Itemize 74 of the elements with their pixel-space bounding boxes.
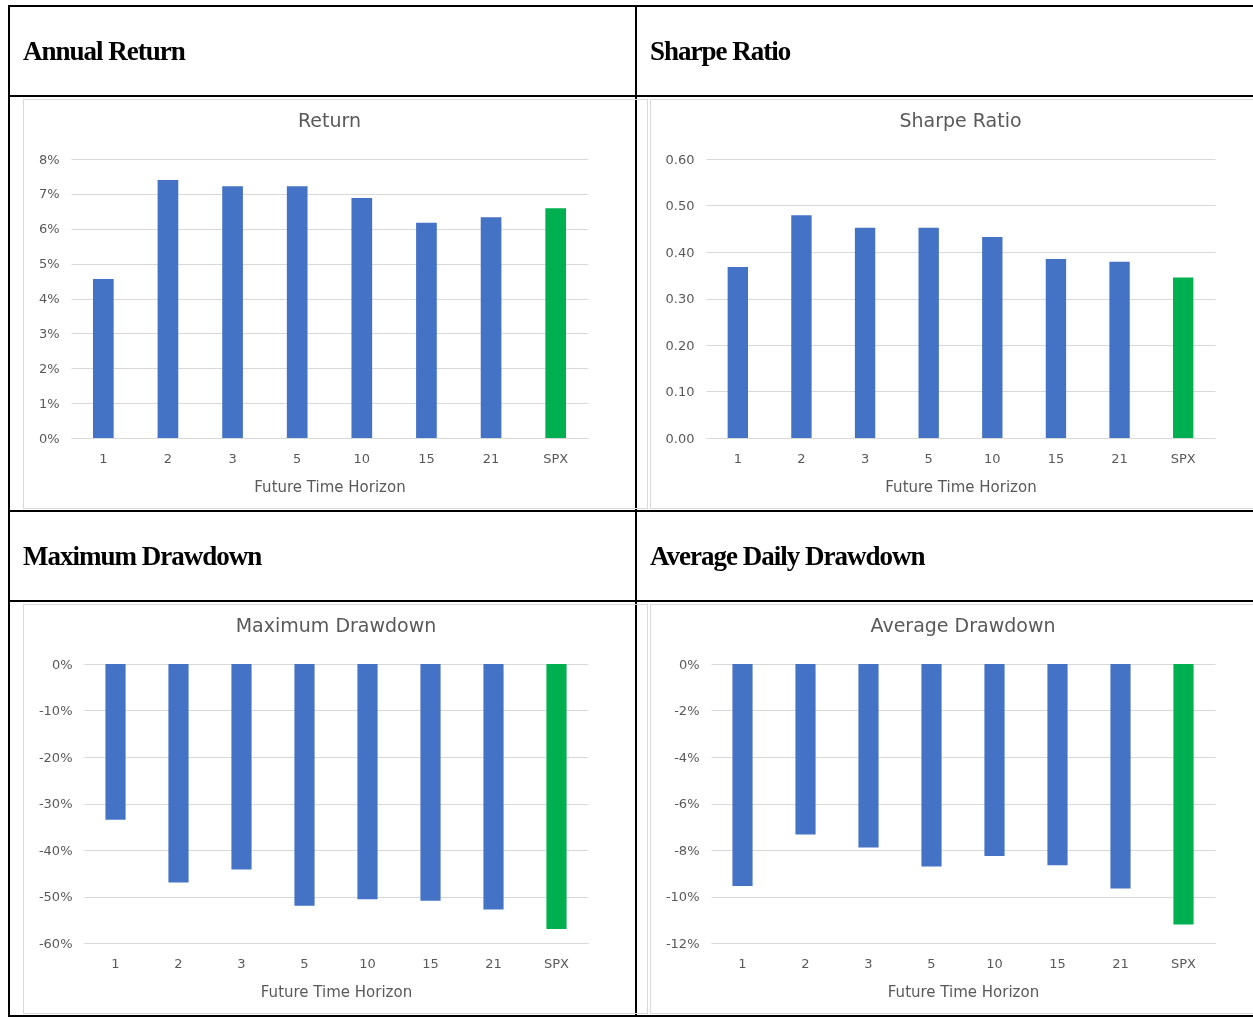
x-tick-label: 3 <box>237 955 246 971</box>
x-tick-label: 2 <box>801 955 810 971</box>
y-tick-label: 0.30 <box>665 291 695 306</box>
x-tick-label: 10 <box>359 955 376 971</box>
y-tick-label: -30% <box>38 796 73 811</box>
x-tick-label: 21 <box>1112 955 1129 971</box>
x-tick-label: SPX <box>544 955 570 971</box>
x-tick-label: 1 <box>733 450 742 466</box>
chart-subtitle: Maximum Drawdown <box>235 614 437 636</box>
y-tick-label: 2% <box>38 360 60 376</box>
x-tick-label: 10 <box>353 450 371 466</box>
x-axis-title: Future Time Horizon <box>260 982 413 1001</box>
x-tick-label: 2 <box>797 450 806 466</box>
y-tick-label: 0% <box>51 656 73 672</box>
x-tick-label: 15 <box>1047 450 1065 466</box>
x-tick-label: 3 <box>864 955 873 971</box>
x-tick-label: 5 <box>293 450 302 466</box>
y-tick-label: 5% <box>38 256 60 272</box>
x-tick-label: 15 <box>1049 955 1066 971</box>
y-tick-label: 6% <box>38 221 60 237</box>
y-tick-label: 0.60 <box>665 151 695 167</box>
x-tick-label: 21 <box>1111 450 1128 466</box>
y-tick-label: -12% <box>665 935 700 951</box>
y-tick-label: 0% <box>38 430 60 446</box>
y-tick-label: 0.40 <box>665 244 695 260</box>
x-tick-label: 15 <box>422 955 439 971</box>
y-tick-label: -60% <box>38 935 73 951</box>
y-tick-label: 0% <box>678 656 700 672</box>
x-tick-label: 5 <box>927 955 936 971</box>
y-tick-label: 0.20 <box>665 337 695 353</box>
x-tick-label: 5 <box>300 955 309 971</box>
y-tick-label: 0.10 <box>665 384 695 399</box>
x-tick-label: 1 <box>111 955 120 971</box>
x-tick-label: 10 <box>984 450 1001 466</box>
chart-subtitle: Sharpe Ratio <box>899 109 1022 131</box>
y-tick-label: -6% <box>674 796 700 811</box>
chart-subtitle: Return <box>297 109 362 131</box>
chart-title: Average Daily Drawdown <box>637 512 1253 602</box>
chart-title: Sharpe Ratio <box>637 7 1253 97</box>
y-tick-label: -20% <box>38 749 73 765</box>
y-tick-label: -10% <box>665 889 700 904</box>
y-tick-label: 0.50 <box>665 198 695 213</box>
chart-title: Annual Return <box>10 7 635 97</box>
y-tick-label: 3% <box>38 325 60 341</box>
x-axis-title: Future Time Horizon <box>254 477 406 496</box>
x-axis-title: Future Time Horizon <box>887 982 1040 1001</box>
y-tick-label: -10% <box>38 703 73 718</box>
y-tick-label: -4% <box>674 749 700 765</box>
x-tick-label: 21 <box>482 450 500 466</box>
x-tick-label: SPX <box>1170 450 1196 466</box>
y-tick-label: 1% <box>38 395 60 411</box>
x-tick-label: 3 <box>860 450 870 466</box>
x-tick-label: 15 <box>418 450 435 466</box>
y-tick-label: -8% <box>674 842 700 858</box>
x-tick-label: 2 <box>163 450 173 466</box>
y-tick-label: -2% <box>674 703 700 718</box>
y-tick-label: -40% <box>38 842 73 858</box>
chart-title: Maximum Drawdown <box>10 512 635 602</box>
x-tick-label: 5 <box>924 450 933 466</box>
x-tick-label: 2 <box>174 955 183 971</box>
x-tick-label: SPX <box>543 450 569 466</box>
x-tick-label: 1 <box>99 450 108 466</box>
x-axis-title: Future Time Horizon <box>885 477 1037 496</box>
x-tick-label: 10 <box>986 955 1003 971</box>
x-tick-label: SPX <box>1171 955 1197 971</box>
y-tick-label: 4% <box>38 291 60 306</box>
y-tick-label: -50% <box>38 889 73 904</box>
x-tick-label: 21 <box>485 955 502 971</box>
chart-subtitle: Average Drawdown <box>870 614 1056 636</box>
y-tick-label: 7% <box>38 186 60 202</box>
x-tick-label: 1 <box>738 955 747 971</box>
x-tick-label: 3 <box>228 450 237 466</box>
y-tick-label: 0.00 <box>665 430 695 446</box>
y-tick-label: 8% <box>38 151 60 167</box>
